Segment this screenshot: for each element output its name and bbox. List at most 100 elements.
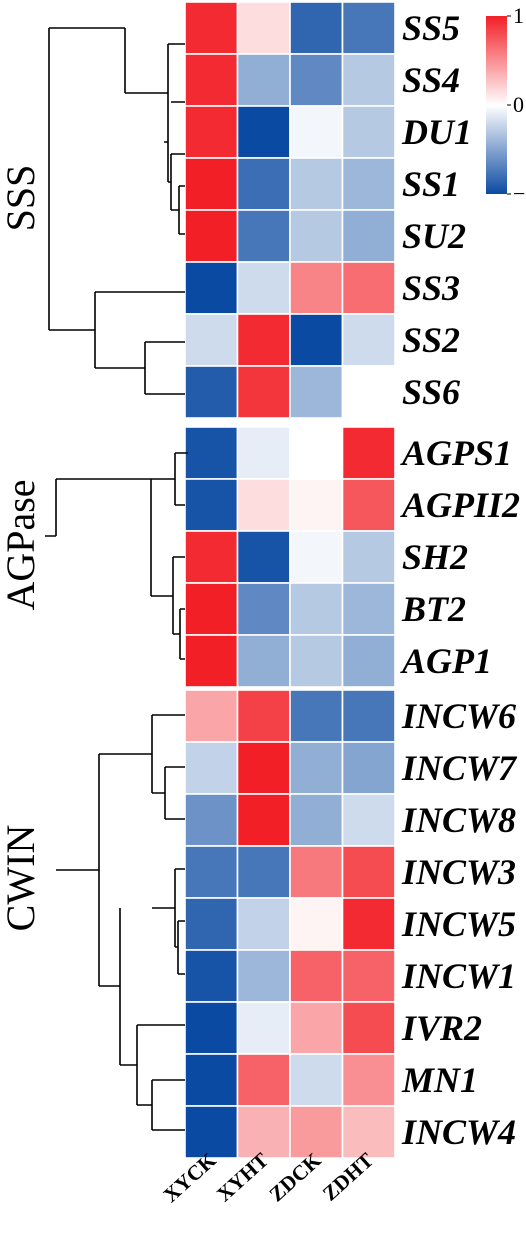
heatmap-cell-ss5-zdht xyxy=(341,1,396,55)
heatmap-cell-ss6-xyck xyxy=(184,365,239,419)
heatmap-cell-incw4-xyck xyxy=(184,1105,239,1159)
heatmap-cell-su2-zdht xyxy=(341,209,396,263)
heatmap-cell-du1-zdht xyxy=(341,105,396,159)
heatmap-cell-incw6-zdck xyxy=(289,689,344,743)
heatmap-cell-incw6-xyck xyxy=(184,689,239,743)
heatmap-cell-incw7-zdck xyxy=(289,741,344,795)
heatmap-cell-bt2-xyht xyxy=(236,582,291,636)
heatmap-cell-mn1-xyht xyxy=(236,1053,291,1107)
heatmap-cell-incw1-xyck xyxy=(184,949,239,1003)
gene-label-incw1: INCW1 xyxy=(401,956,516,996)
heatmap-cells xyxy=(184,1,396,1159)
gene-label-agps1: AGPS1 xyxy=(400,433,512,473)
color-scale-tick-label: 1 xyxy=(513,3,524,28)
heatmap-cell-ss1-xyht xyxy=(236,157,291,211)
color-scale-legend: 1 0 −1 xyxy=(486,3,526,206)
heatmap-cell-incw1-zdck xyxy=(289,949,344,1003)
heatmap-cell-agp1-zdck xyxy=(289,634,344,688)
heatmap-cell-incw8-zdht xyxy=(341,793,396,847)
heatmap-cell-ss4-xyck xyxy=(184,53,239,107)
heatmap-cell-ivr2-zdht xyxy=(341,1001,396,1055)
gene-label-ss3: SS3 xyxy=(402,268,460,308)
heatmap-cell-ss4-xyht xyxy=(236,53,291,107)
heatmap-cell-ivr2-xyck xyxy=(184,1001,239,1055)
color-scale-tick-label: 0 xyxy=(513,92,524,117)
heatmap-cell-agps1-zdck xyxy=(289,426,344,480)
heatmap-cell-incw5-xyht xyxy=(236,897,291,951)
gene-label-ss4: SS4 xyxy=(402,60,460,100)
heatmap-cell-sh2-xyck xyxy=(184,530,239,584)
heatmap-cell-incw7-zdht xyxy=(341,741,396,795)
heatmap-cell-agpii2-xyck xyxy=(184,478,239,532)
heatmap-cell-ss4-zdck xyxy=(289,53,344,107)
heatmap-cell-ss5-xyht xyxy=(236,1,291,55)
heatmap-cell-sh2-zdck xyxy=(289,530,344,584)
heatmap-cell-ss3-xyht xyxy=(236,261,291,315)
heatmap-cell-ss6-zdck xyxy=(289,365,344,419)
gene-label-ss1: SS1 xyxy=(402,164,460,204)
heatmap-cell-mn1-zdck xyxy=(289,1053,344,1107)
heatmap-cell-ss3-zdck xyxy=(289,261,344,315)
gene-label-agpii2: AGPII2 xyxy=(400,485,520,525)
heatmap-cell-ss1-zdck xyxy=(289,157,344,211)
heatmap-cell-ivr2-zdck xyxy=(289,1001,344,1055)
gene-label-bt2: BT2 xyxy=(401,589,466,629)
heatmap-cell-ss6-xyht xyxy=(236,365,291,419)
heatmap-cell-mn1-xyck xyxy=(184,1053,239,1107)
group-label-cwin: CWIN xyxy=(0,825,43,932)
gene-label-incw8: INCW8 xyxy=(401,800,516,840)
heatmap-cell-bt2-xyck xyxy=(184,582,239,636)
heatmap-cell-agp1-zdht xyxy=(341,634,396,688)
heatmap-cell-mn1-zdht xyxy=(341,1053,396,1107)
heatmap-cell-ss3-zdht xyxy=(341,261,396,315)
heatmap-cell-incw5-zdht xyxy=(341,897,396,951)
heatmap-cell-incw1-zdht xyxy=(341,949,396,1003)
heatmap-cell-incw6-xyht xyxy=(236,689,291,743)
heatmap-cell-ss4-zdht xyxy=(341,53,396,107)
dendrogram-cwin xyxy=(56,714,185,1131)
color-scale-tick-label: −1 xyxy=(513,181,526,206)
heatmap-cell-incw8-xyck xyxy=(184,793,239,847)
gene-label-incw3: INCW3 xyxy=(401,852,516,892)
heatmap-cell-incw3-xyht xyxy=(236,845,291,899)
dendrogram-sss xyxy=(48,27,185,395)
heatmap-cell-incw1-xyht xyxy=(236,949,291,1003)
heatmap-cell-ss2-zdht xyxy=(341,313,396,367)
heatmap-cell-du1-xyck xyxy=(184,105,239,159)
gene-label-ss6: SS6 xyxy=(402,372,460,412)
heatmap-cell-incw7-xyck xyxy=(184,741,239,795)
heatmap-cell-incw8-zdck xyxy=(289,793,344,847)
heatmap-cell-agps1-xyht xyxy=(236,426,291,480)
dendrograms xyxy=(45,27,188,1131)
color-scale-bar xyxy=(486,16,507,194)
group-labels: SSS AGPase CWIN xyxy=(0,165,43,932)
heatmap-cell-agpii2-xyht xyxy=(236,478,291,532)
heatmap-cell-agp1-xyck xyxy=(184,634,239,688)
heatmap-cell-agps1-xyck xyxy=(184,426,239,480)
gene-label-agp1: AGP1 xyxy=(400,641,492,681)
heatmap-cell-ss1-xyck xyxy=(184,157,239,211)
heatmap-cell-ss5-zdck xyxy=(289,1,344,55)
gene-label-incw7: INCW7 xyxy=(401,748,518,788)
heatmap-cell-incw5-xyck xyxy=(184,897,239,951)
heatmap-cell-agpii2-zdht xyxy=(341,478,396,532)
gene-label-du1: DU1 xyxy=(401,112,472,152)
heatmap-cell-agpii2-zdck xyxy=(289,478,344,532)
heatmap-cell-ss5-xyck xyxy=(184,1,239,55)
gene-label-mn1: MN1 xyxy=(401,1060,478,1100)
heatmap-cell-incw3-zdht xyxy=(341,845,396,899)
heatmap-cell-su2-xyht xyxy=(236,209,291,263)
heatmap-cell-sh2-xyht xyxy=(236,530,291,584)
heatmap-cell-incw4-zdck xyxy=(289,1105,344,1159)
dendrogram-agpase xyxy=(45,452,188,660)
heatmap-cell-incw8-xyht xyxy=(236,793,291,847)
heatmap-cell-agp1-xyht xyxy=(236,634,291,688)
heatmap-cell-su2-xyck xyxy=(184,209,239,263)
heatmap-cell-incw6-zdht xyxy=(341,689,396,743)
heatmap-cell-du1-zdck xyxy=(289,105,344,159)
gene-label-ss2: SS2 xyxy=(402,320,460,360)
heatmap-cell-ss2-xyht xyxy=(236,313,291,367)
heatmap-cell-incw3-zdck xyxy=(289,845,344,899)
heatmap-cell-bt2-zdht xyxy=(341,582,396,636)
